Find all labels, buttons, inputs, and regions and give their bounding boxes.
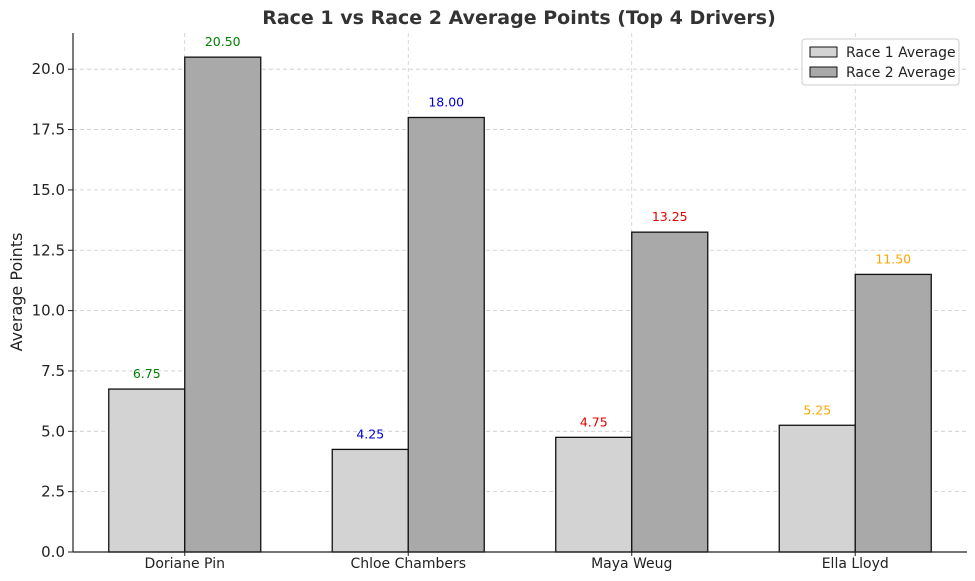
legend-label-race2: Race 2 Average [846, 65, 956, 81]
bar-race1-0 [108, 388, 186, 553]
bar-race2-1 [407, 116, 485, 553]
legend-box [801, 38, 960, 86]
bar-race1-1 [331, 448, 409, 553]
legend-label-race1: Race 1 Average [846, 45, 956, 61]
chart-title: Race 1 vs Race 2 Average Points (Top 4 D… [262, 7, 776, 29]
bar-race2-2 [631, 231, 709, 553]
legend-swatch-race1 [809, 46, 838, 58]
bar-race1-2 [555, 436, 633, 553]
bar-race2-3 [854, 273, 932, 553]
data-label-race1-0: 6.75 [133, 366, 161, 381]
data-label-race2-1: 18.00 [428, 94, 464, 109]
legend: Race 1 Average Race 2 Average [801, 38, 960, 86]
x-tick-label: Chloe Chambers [350, 556, 466, 572]
y-tick-label: 20.0 [32, 60, 65, 78]
x-tick-label: Doriane Pin [145, 556, 225, 572]
y-tick-label: 17.5 [32, 121, 65, 139]
axes: 0.0 2.5 5.0 7.5 10.0 12.5 15.0 17.5 20.0 Doriane … [32, 33, 967, 572]
x-tick-label: Ella Lloyd [822, 556, 889, 572]
legend-swatch-race2 [809, 66, 838, 78]
y-axis-label: Average Points [7, 233, 26, 352]
bar-race1-3 [778, 424, 856, 553]
data-labels: 6.75 4.25 4.75 5.25 20.50 18.00 13.25 11.50 [133, 34, 911, 441]
x-tick-label: Maya Weug [591, 556, 672, 572]
data-label-race1-1: 4.25 [356, 426, 384, 441]
y-tick-label: 2.5 [41, 483, 65, 501]
y-tick-label: 15.0 [32, 181, 65, 199]
data-label-race2-3: 11.50 [875, 251, 911, 266]
data-label-race2-0: 20.50 [205, 34, 241, 49]
data-label-race1-3: 5.25 [803, 402, 831, 417]
y-tick-label: 0.0 [41, 543, 65, 561]
data-label-race1-2: 4.75 [580, 414, 608, 429]
y-tick-label: 10.0 [32, 302, 65, 320]
data-label-race2-2: 13.25 [652, 209, 688, 224]
y-tick-label: 12.5 [32, 241, 65, 259]
bar-race2-0 [184, 56, 262, 553]
y-tick-label: 7.5 [41, 362, 65, 380]
y-tick-label: 5.0 [41, 422, 65, 440]
bars [108, 56, 932, 553]
